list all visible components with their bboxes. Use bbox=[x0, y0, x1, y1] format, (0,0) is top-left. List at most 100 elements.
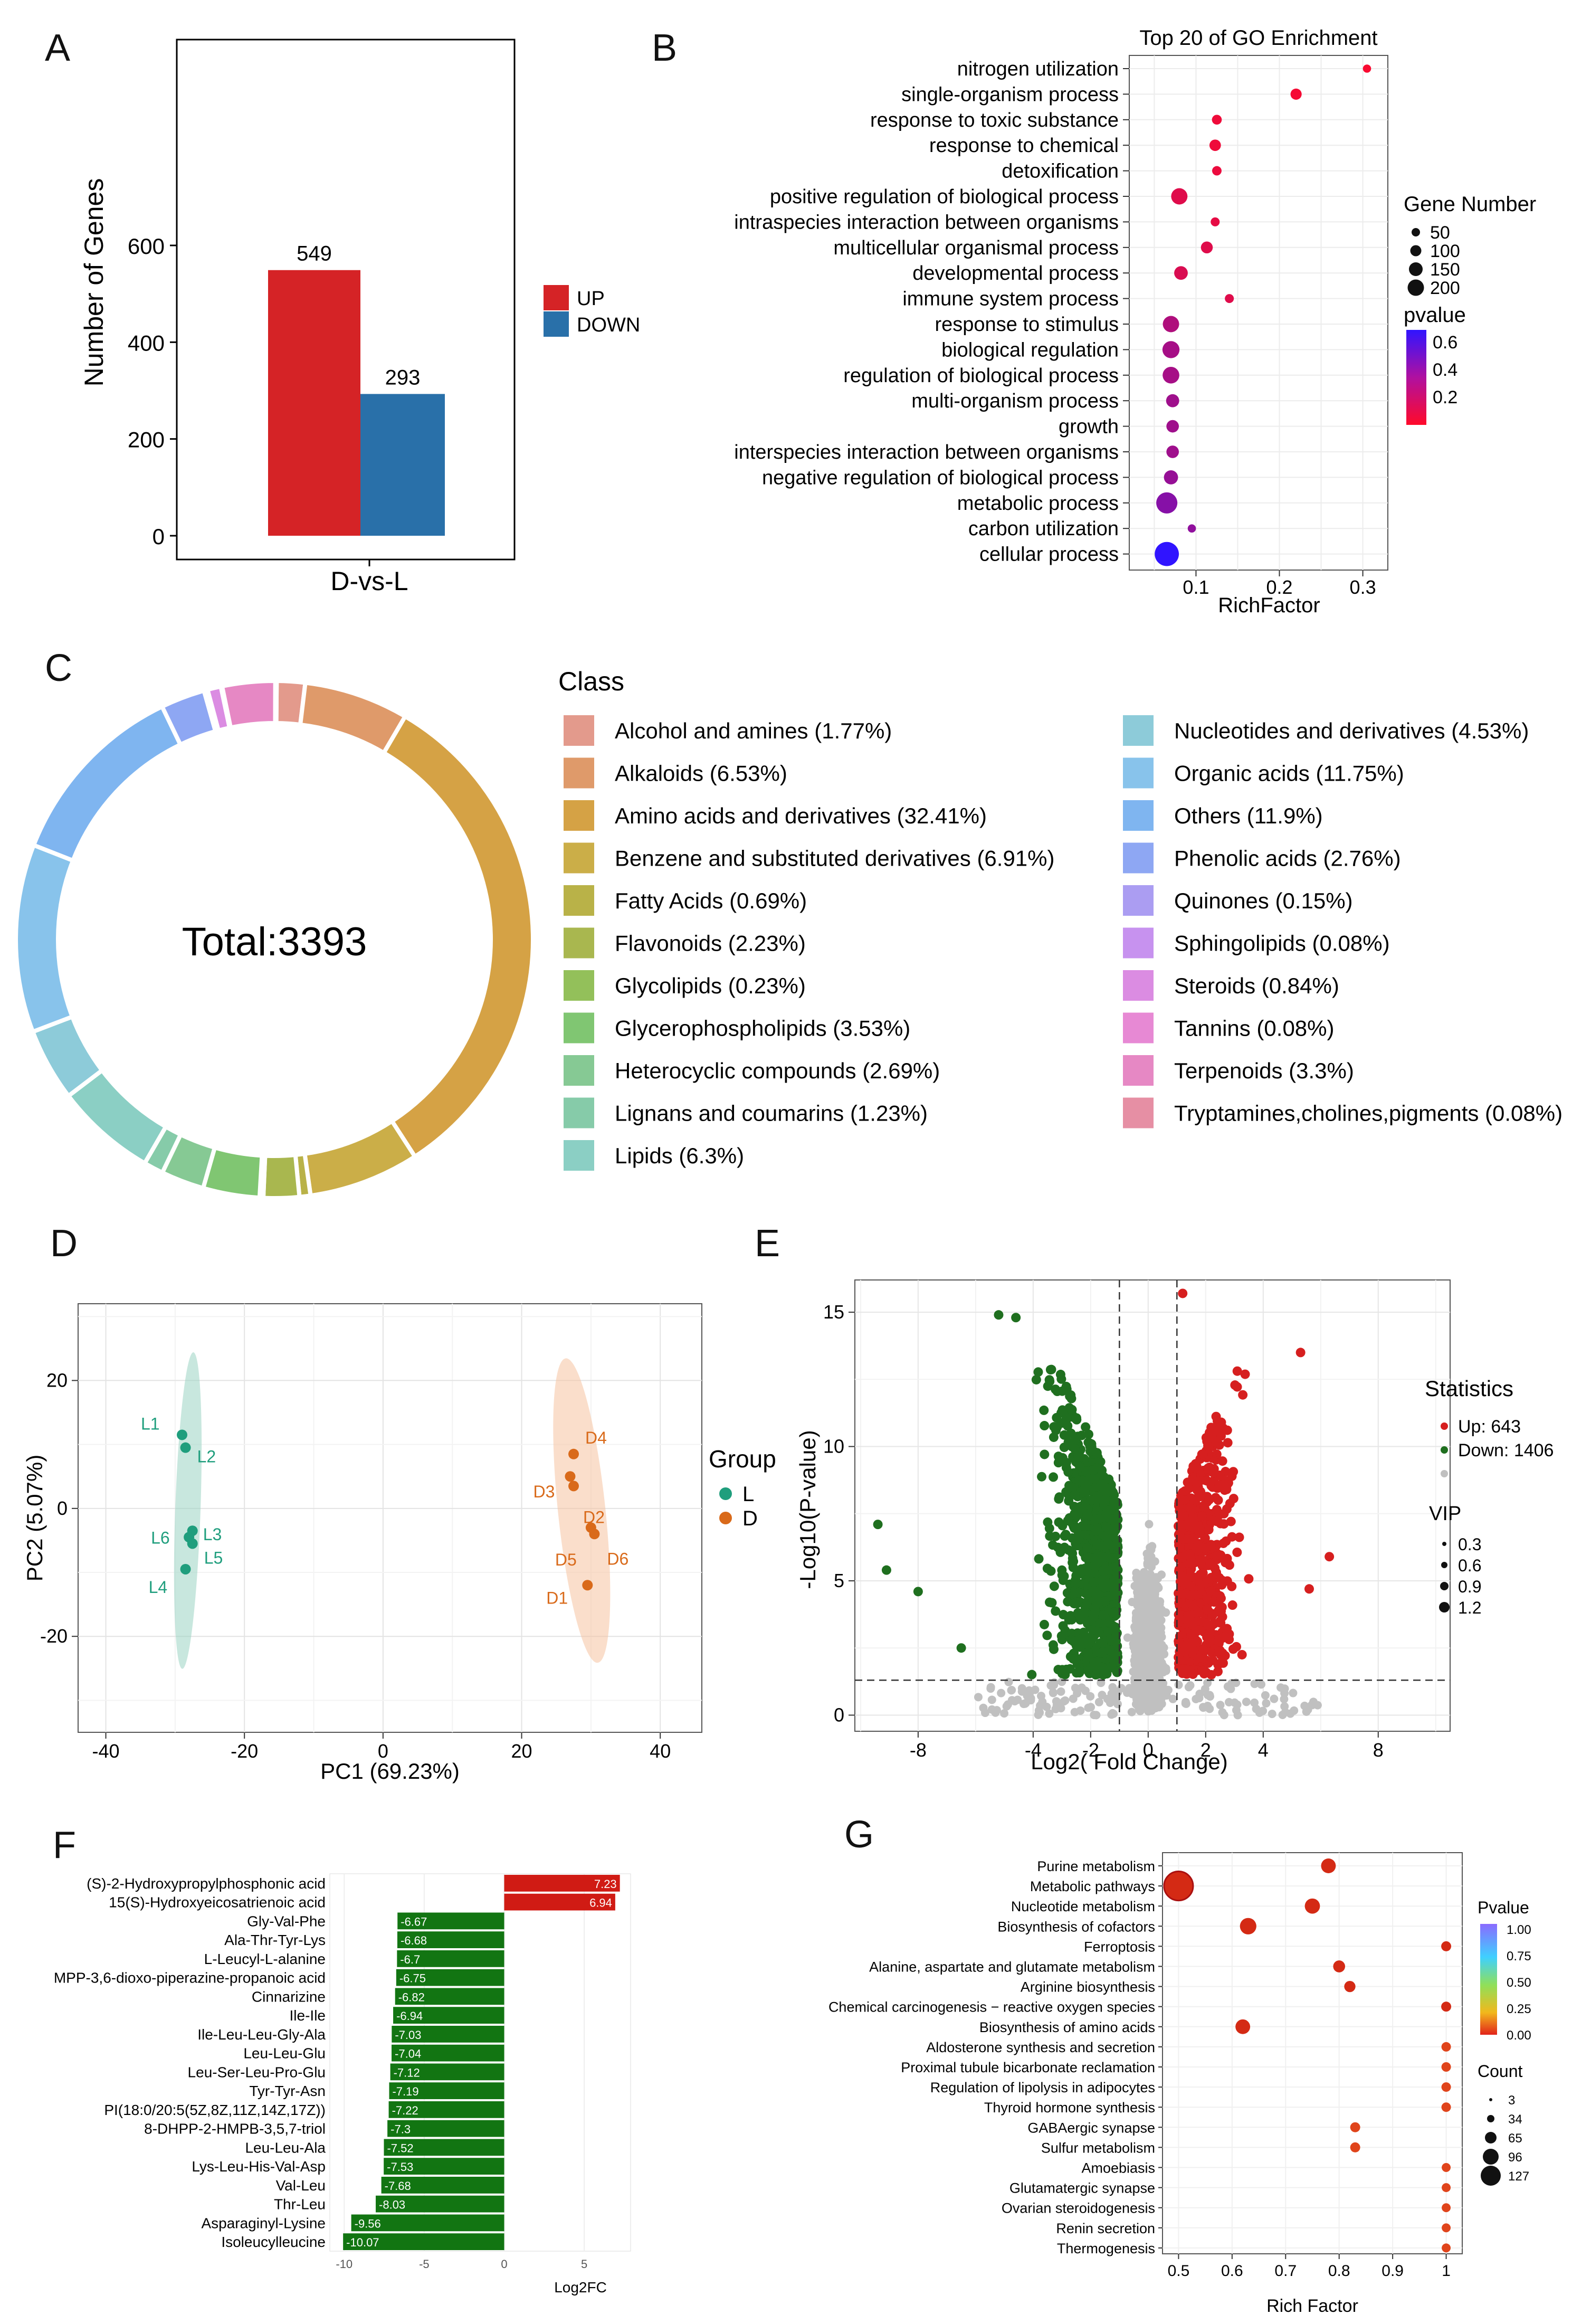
fold-change-bar bbox=[343, 2233, 504, 2250]
down-point bbox=[1043, 1517, 1053, 1527]
up-point bbox=[1295, 1348, 1306, 1358]
go-term-label: nitrogen utilization bbox=[957, 58, 1119, 80]
bar-value-label: -6.67 bbox=[401, 1915, 427, 1928]
down-point bbox=[994, 1310, 1004, 1320]
down-point bbox=[1054, 1517, 1064, 1527]
metabolite-label: Asparaginyl-Lysine bbox=[201, 2215, 326, 2231]
up-point bbox=[1222, 1626, 1232, 1636]
bar-down bbox=[360, 394, 445, 536]
legend-label: Glycolipids (0.23%) bbox=[615, 973, 806, 998]
x-tick-label: 0.3 bbox=[1350, 576, 1376, 598]
up-point bbox=[1222, 1480, 1232, 1490]
nonsig-point bbox=[987, 1695, 996, 1704]
up-point bbox=[1227, 1532, 1237, 1542]
up-point bbox=[1198, 1653, 1208, 1663]
go-term-label: biological regulation bbox=[941, 339, 1119, 361]
up-point bbox=[1202, 1604, 1212, 1614]
pathway-label: Regulation of lipolysis in adipocytes bbox=[930, 2080, 1155, 2095]
pathway-dot bbox=[1235, 2019, 1251, 2034]
nonsig-point bbox=[1168, 1694, 1177, 1703]
nonsig-point bbox=[1270, 1694, 1279, 1703]
up-point bbox=[1178, 1288, 1188, 1298]
bar-value-label: -7.12 bbox=[394, 2066, 420, 2079]
pathway-dot bbox=[1442, 2223, 1451, 2233]
down-point bbox=[1081, 1422, 1091, 1432]
nonsig-point bbox=[1313, 1701, 1322, 1710]
legend-label: Flavonoids (2.23%) bbox=[615, 931, 806, 956]
color-legend-label: 0.25 bbox=[1507, 2002, 1531, 2016]
fold-change-bar bbox=[388, 2101, 504, 2118]
down-point bbox=[1108, 1515, 1118, 1525]
legend-marker-down bbox=[1441, 1446, 1448, 1454]
pathway-dot bbox=[1442, 2163, 1451, 2172]
nonsig-point bbox=[1141, 1624, 1150, 1633]
go-term-dot bbox=[1290, 88, 1302, 100]
x-tick-label: 8 bbox=[1373, 1739, 1384, 1761]
vip-legend-label: 0.6 bbox=[1458, 1556, 1481, 1575]
vip-legend-label: 0.3 bbox=[1458, 1535, 1481, 1554]
bar-value-label: -7.68 bbox=[385, 2179, 411, 2193]
pathway-dot bbox=[1350, 2142, 1360, 2152]
legend-label: Fatty Acids (0.69%) bbox=[615, 888, 807, 913]
down-point bbox=[873, 1520, 883, 1530]
size-legend-label: 34 bbox=[1508, 2112, 1522, 2127]
down-point bbox=[1086, 1495, 1096, 1505]
nonsig-point bbox=[1145, 1520, 1154, 1529]
legend-swatch-down bbox=[544, 311, 569, 337]
down-point bbox=[1057, 1665, 1068, 1675]
down-point bbox=[1049, 1432, 1059, 1442]
panel-f-plot-frame bbox=[329, 1873, 631, 2252]
down-point bbox=[1052, 1387, 1062, 1397]
down-point bbox=[1065, 1614, 1075, 1624]
legend-swatch bbox=[564, 800, 594, 831]
down-point bbox=[1090, 1565, 1100, 1575]
nonsig-point bbox=[1161, 1608, 1170, 1617]
up-point bbox=[1180, 1486, 1190, 1496]
go-term-dot bbox=[1166, 445, 1179, 458]
up-point bbox=[1188, 1601, 1198, 1611]
legend-label: Tannins (0.08%) bbox=[1174, 1016, 1335, 1041]
down-point bbox=[1084, 1553, 1094, 1563]
panel-e-volcano-plot: -8 -4 -2 0 2 4 8 0 5 10 15 Log2( Fold Change) -Log… bbox=[795, 1279, 1554, 1774]
nonsig-point bbox=[1156, 1681, 1165, 1690]
legend-swatch bbox=[1123, 1097, 1154, 1128]
nonsig-point bbox=[1141, 1671, 1150, 1680]
nonsig-point bbox=[1034, 1706, 1043, 1715]
size-legend-dot bbox=[1410, 245, 1422, 257]
pca-point-label: L2 bbox=[197, 1447, 216, 1466]
up-point bbox=[1189, 1518, 1199, 1528]
down-point bbox=[1101, 1522, 1111, 1532]
nonsig-point bbox=[1155, 1668, 1164, 1677]
up-point bbox=[1240, 1369, 1250, 1379]
down-point bbox=[1097, 1481, 1107, 1491]
down-point bbox=[1100, 1666, 1110, 1676]
go-term-dot bbox=[1166, 394, 1179, 407]
down-point bbox=[881, 1565, 891, 1575]
legend-label: Phenolic acids (2.76%) bbox=[1174, 846, 1401, 871]
up-point bbox=[1214, 1646, 1224, 1656]
nonsig-point bbox=[1232, 1706, 1241, 1715]
pca-point bbox=[565, 1471, 576, 1482]
up-point bbox=[1175, 1527, 1185, 1537]
panel-g-kegg-dotplot: Purine metabolism Metabolic pathways Nucle… bbox=[828, 1852, 1531, 2316]
nonsig-point bbox=[1155, 1703, 1164, 1712]
go-term-label: immune system process bbox=[902, 288, 1119, 310]
go-term-label: detoxification bbox=[1002, 160, 1119, 183]
legend-swatch-up bbox=[544, 285, 569, 310]
size-legend-dot bbox=[1489, 2098, 1492, 2101]
down-point bbox=[1073, 1452, 1083, 1462]
nonsig-point bbox=[974, 1693, 983, 1702]
donut-slice bbox=[273, 678, 279, 726]
legend-label: Tryptamines,cholines,pigments (0.08%) bbox=[1174, 1101, 1563, 1126]
bar-value-label: -7.52 bbox=[387, 2141, 413, 2155]
up-point bbox=[1189, 1476, 1199, 1486]
legend-label: Alkaloids (6.53%) bbox=[615, 761, 787, 786]
up-point bbox=[1189, 1572, 1199, 1582]
up-point bbox=[1190, 1590, 1201, 1600]
nonsig-point bbox=[1286, 1709, 1295, 1718]
nonsig-point bbox=[991, 1708, 1000, 1717]
go-term-dot bbox=[1171, 188, 1188, 205]
nonsig-point bbox=[1004, 1677, 1013, 1686]
panel-c-legend-title: Class bbox=[558, 667, 624, 696]
pathway-label: Ferroptosis bbox=[1084, 1939, 1155, 1955]
